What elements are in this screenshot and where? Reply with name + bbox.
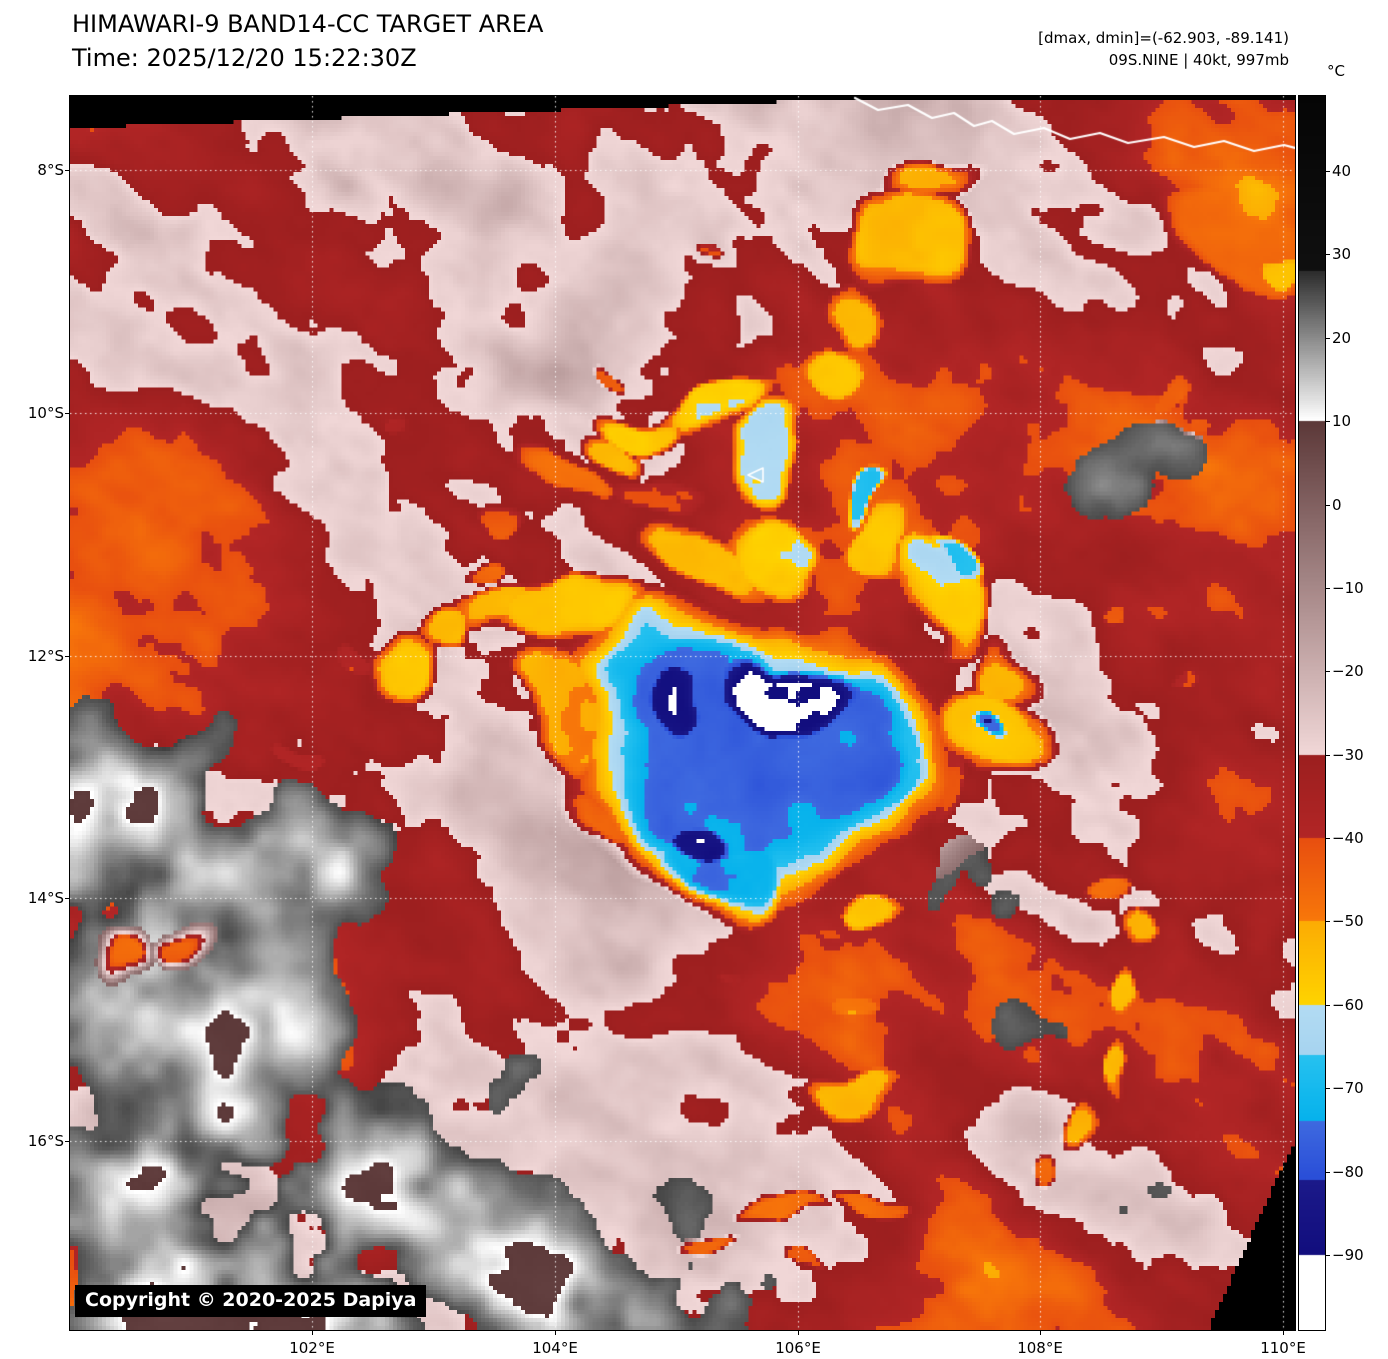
annotation-block: [dmax, dmin]=(-62.903, -89.141) 09S.NINE… xyxy=(1038,27,1289,71)
graticule-overlay-canvas xyxy=(70,96,1295,1330)
colorbar-unit-label: °C xyxy=(1327,62,1345,80)
colorbar-tick-label: 10 xyxy=(1332,412,1352,431)
colorbar-tick-mark xyxy=(1326,505,1330,506)
colorbar-tick-label: 30 xyxy=(1332,245,1352,264)
colorbar-tick-label: −80 xyxy=(1332,1162,1364,1181)
dmax-dmin-text: [dmax, dmin]=(-62.903, -89.141) xyxy=(1038,29,1289,47)
lat-tick-label: 12°S xyxy=(27,647,64,665)
colorbar-tick-mark xyxy=(1326,838,1330,839)
copyright-badge: Copyright © 2020-2025 Dapiya xyxy=(75,1285,427,1317)
lat-tick-mark xyxy=(65,656,69,657)
colorbar-tick-mark xyxy=(1326,171,1330,172)
lat-tick-mark xyxy=(65,170,69,171)
colorbar-tick-label: −90 xyxy=(1332,1245,1364,1264)
colorbar-tick-label: −30 xyxy=(1332,745,1364,764)
colorbar-tick-mark xyxy=(1326,1005,1330,1006)
storm-info-text: 09S.NINE | 40kt, 997mb xyxy=(1108,51,1289,69)
colorbar-tick-label: −70 xyxy=(1332,1079,1364,1098)
colorbar-tick-label: −60 xyxy=(1332,995,1364,1014)
colorbar-tick-mark xyxy=(1326,1088,1330,1089)
lon-tick-mark xyxy=(1283,1331,1284,1335)
lon-tick-mark xyxy=(798,1331,799,1335)
colorbar-tick-mark xyxy=(1326,421,1330,422)
colorbar-tick-mark xyxy=(1326,1255,1330,1256)
lon-tick-label: 104°E xyxy=(532,1339,578,1357)
colorbar-tick-mark xyxy=(1326,755,1330,756)
lon-tick-mark xyxy=(312,1331,313,1335)
lon-tick-mark xyxy=(1040,1331,1041,1335)
lon-tick-label: 106°E xyxy=(775,1339,821,1357)
lat-tick-label: 16°S xyxy=(27,1132,64,1150)
lat-tick-mark xyxy=(65,898,69,899)
lat-tick-mark xyxy=(65,413,69,414)
lat-tick-label: 14°S xyxy=(27,889,64,907)
figure-timestamp: Time: 2025/12/20 15:22:30Z xyxy=(72,44,417,72)
colorbar-tick-label: −40 xyxy=(1332,829,1364,848)
colorbar-tick-label: −10 xyxy=(1332,578,1364,597)
lon-tick-mark xyxy=(555,1331,556,1335)
colorbar-tick-label: −20 xyxy=(1332,662,1364,681)
colorbar-tick-mark xyxy=(1326,921,1330,922)
colorbar-tick-mark xyxy=(1326,338,1330,339)
colorbar-tick-label: 0 xyxy=(1332,495,1342,514)
lon-tick-label: 108°E xyxy=(1017,1339,1063,1357)
lon-tick-label: 102°E xyxy=(289,1339,335,1357)
lat-tick-label: 8°S xyxy=(37,161,64,179)
temperature-colorbar xyxy=(1298,95,1326,1331)
lat-tick-mark xyxy=(65,1141,69,1142)
colorbar-tick-mark xyxy=(1326,254,1330,255)
lon-tick-label: 110°E xyxy=(1260,1339,1306,1357)
colorbar-tick-label: −50 xyxy=(1332,912,1364,931)
colorbar-tick-mark xyxy=(1326,671,1330,672)
colorbar-tick-mark xyxy=(1326,1172,1330,1173)
colorbar-tick-label: 40 xyxy=(1332,162,1352,181)
satellite-plot-area: Copyright © 2020-2025 Dapiya xyxy=(69,95,1296,1331)
lat-tick-label: 10°S xyxy=(27,404,64,422)
figure-title: HIMAWARI-9 BAND14-CC TARGET AREA xyxy=(72,10,544,38)
colorbar-tick-label: 20 xyxy=(1332,328,1352,347)
colorbar-tick-mark xyxy=(1326,588,1330,589)
